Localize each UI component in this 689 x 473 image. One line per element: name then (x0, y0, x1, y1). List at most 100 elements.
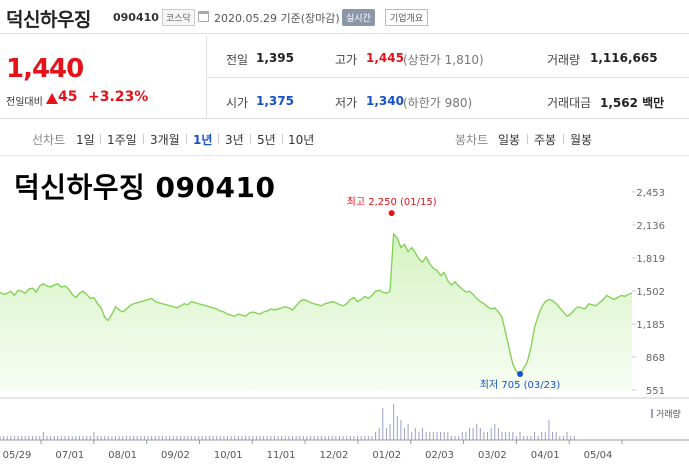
tab-5y[interactable]: 5년 (257, 133, 276, 147)
volume-bar (201, 436, 203, 440)
volume-bar (342, 436, 344, 440)
volume-bar (353, 436, 355, 440)
volume-bar (487, 432, 489, 440)
divider (207, 77, 689, 78)
tab-weekly[interactable]: 주봉 (534, 133, 557, 147)
volume-bar (266, 436, 268, 440)
volume-bar (133, 436, 135, 440)
low-annotation: 최저 705 (03/23) (480, 379, 561, 391)
volume-bar (223, 436, 225, 440)
tab-3m[interactable]: 3개월 (150, 133, 180, 147)
volume-bar (508, 432, 510, 440)
volume-bar (270, 436, 272, 440)
volume-bar (494, 424, 496, 440)
high-point (388, 210, 395, 217)
volume-bar (357, 436, 359, 440)
x-tick-label: 09/02 (161, 450, 190, 461)
volume-bar (284, 436, 286, 440)
volume-bar (71, 436, 73, 440)
market-badge: 코스닥 (162, 9, 195, 26)
x-tick-label: 05/04 (584, 450, 613, 461)
volume-bar (13, 436, 15, 440)
volume-bar (447, 432, 449, 440)
volume-bar (403, 428, 405, 440)
y-tick-label: 1,185 (636, 320, 665, 331)
volume-bar (566, 432, 568, 440)
low-value: 1,340 (366, 94, 404, 108)
tab-10y[interactable]: 10년 (288, 133, 315, 147)
volume-bar (259, 436, 261, 440)
volume-bar (89, 436, 91, 440)
volume-bar (57, 436, 59, 440)
amount-value: 1,562 백만 (600, 96, 665, 110)
volume-bar (393, 404, 395, 440)
divider (563, 134, 564, 144)
price-line (0, 232, 633, 375)
volume-bar (418, 432, 420, 440)
up-triangle-icon (46, 93, 58, 104)
y-tick-label: 2,136 (636, 221, 665, 232)
high-label: 고가 (335, 53, 358, 67)
volume-bar (331, 436, 333, 440)
volume-bar (248, 436, 250, 440)
volume-bar (255, 436, 257, 440)
tab-1w[interactable]: 1주일 (107, 133, 137, 147)
price-chart: 2,453 2,136 1,819 1,502 1,185 868 551 최고 2,250 … (0, 157, 689, 473)
volume-bar (432, 432, 434, 440)
tab-3y[interactable]: 3년 (225, 133, 244, 147)
company-info-button[interactable]: 기업개요 (385, 9, 429, 26)
volume-bar (78, 436, 80, 440)
x-tick-label: 08/01 (108, 450, 137, 461)
realtime-button[interactable]: 실시간 (342, 9, 375, 26)
volume-bar (537, 436, 539, 440)
volume-bar (140, 436, 142, 440)
current-price: 1,440 (6, 54, 84, 84)
line-chart-title: 선차트 (32, 133, 66, 147)
price-area (0, 234, 632, 390)
volume-bar (385, 428, 387, 440)
volume-bar (422, 428, 424, 440)
tab-1d[interactable]: 1일 (76, 133, 95, 147)
volume-bar (147, 436, 149, 440)
volume-bar (306, 436, 308, 440)
volume-bar (324, 436, 326, 440)
lower-limit: (하한가 980) (403, 96, 473, 110)
divider (218, 134, 219, 144)
tab-1y[interactable]: 1년 (193, 133, 213, 147)
volume-bar (328, 436, 330, 440)
volume-bar (389, 424, 391, 440)
volume-bar (378, 428, 380, 440)
volume-bar (335, 436, 337, 440)
volume-bar (3, 436, 5, 440)
volume-bar (75, 436, 77, 440)
volume-bar (53, 436, 55, 440)
prev-close-label: 전일 (226, 53, 249, 67)
volume-bar (411, 432, 413, 440)
volume-bar (555, 432, 557, 440)
divider (250, 134, 251, 144)
volume-bar (288, 436, 290, 440)
volume-bar (100, 436, 102, 440)
volume-bar (429, 432, 431, 440)
company-name: 덕신하우징 (6, 9, 91, 31)
x-tick-label: 02/03 (425, 450, 454, 461)
volume-bar (371, 436, 373, 440)
candle-chart-title: 봉차트 (455, 133, 489, 147)
tab-daily[interactable]: 일봉 (498, 133, 521, 147)
as-of-date: 2020.05.29 기준(장마감) (214, 12, 340, 25)
volume-bar (183, 436, 185, 440)
volume-bar (194, 436, 196, 440)
volume-bar (21, 436, 23, 440)
volume-bar (50, 436, 52, 440)
volume-bar (519, 432, 521, 440)
stock-header: 덕신하우징 090410 코스닥 2020.05.29 기준(장마감) 실시간 … (0, 0, 689, 34)
volume-bar (505, 432, 507, 440)
volume-bar (320, 436, 322, 440)
volume-bar (143, 436, 145, 440)
divider (206, 35, 207, 119)
volume-bar (472, 428, 474, 440)
volume-bar (295, 436, 297, 440)
tab-monthly[interactable]: 월봉 (570, 133, 593, 147)
x-tick-label: 01/02 (372, 450, 401, 461)
volume-bar (440, 432, 442, 440)
